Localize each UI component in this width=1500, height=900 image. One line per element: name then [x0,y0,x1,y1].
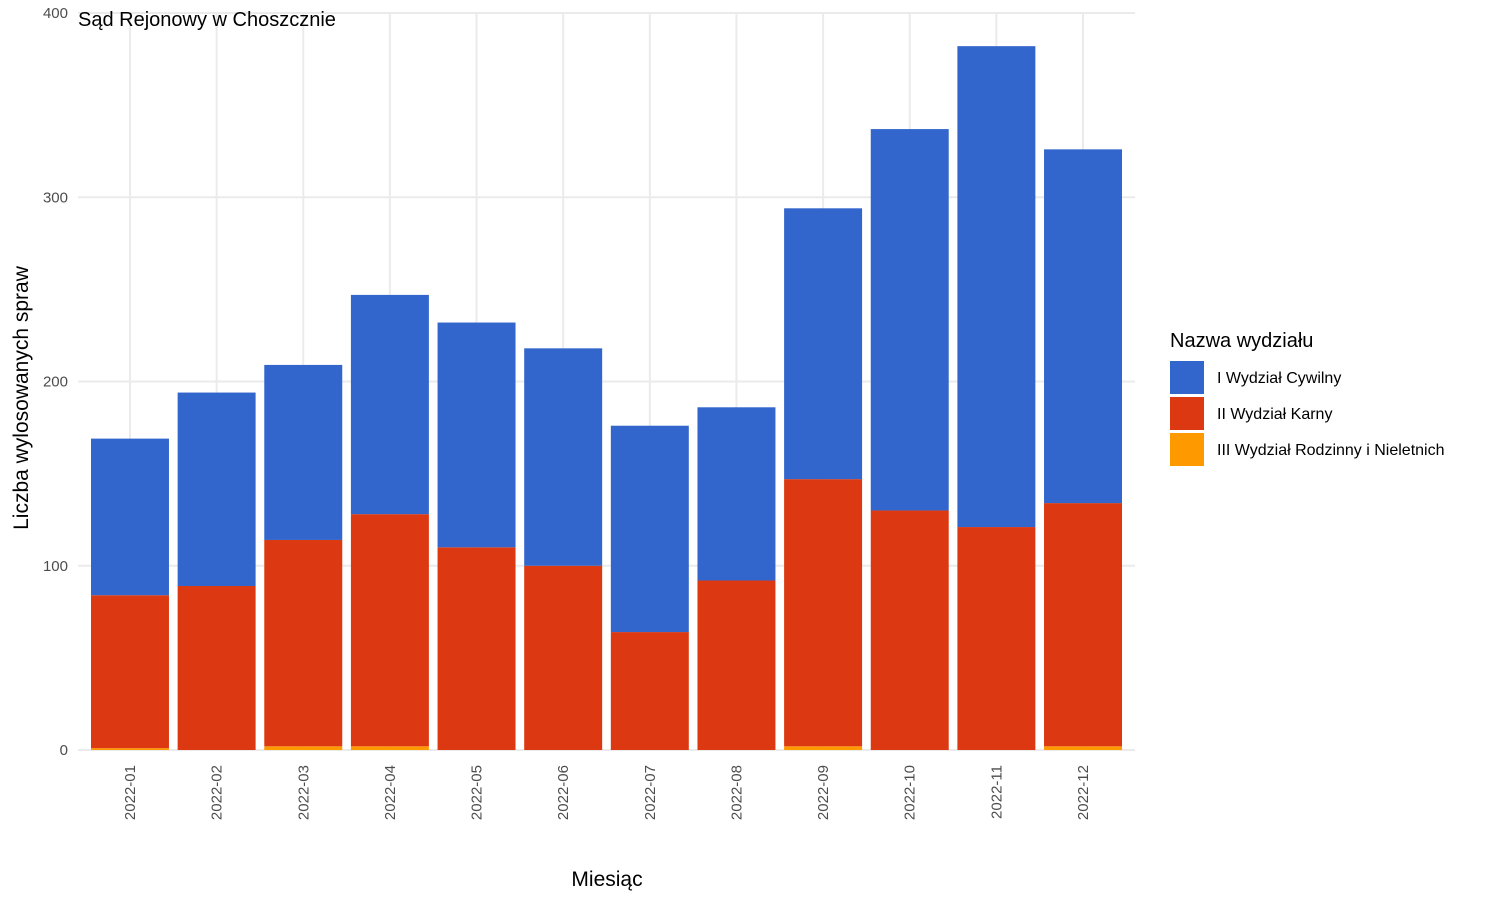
bar-segment [957,527,1036,750]
bar-segment [610,425,689,633]
x-tick-label: 2022-10 [902,765,919,820]
legend: Nazwa wydziału I Wydział Cywilny II Wydzi… [1170,330,1445,466]
chart-title: Sąd Rejonowy w Choszcznie [78,9,336,31]
legend-label: II Wydział Karny [1217,406,1332,423]
legend-swatch [1170,433,1204,466]
x-tick-label: 2022-09 [815,765,832,820]
y-axis-title: Liczba wylosowanych spraw [10,265,33,530]
bar-segment [697,580,776,750]
x-axis-ticks: 2022-01 2022-02 2022-03 2022-04 2022-05 2022-… [122,765,1092,820]
bar-segment [350,294,429,515]
legend-swatch [1170,397,1204,430]
x-tick-label: 2022-11 [988,765,1005,819]
x-tick-label: 2022-05 [469,765,486,820]
x-tick-label: 2022-06 [555,765,572,820]
bar-segment [90,595,169,749]
bar-segment [1044,503,1123,747]
y-tick-label: 0 [60,742,68,759]
x-tick-label: 2022-01 [122,765,139,820]
y-tick-label: 300 [43,189,68,206]
bar-segment [610,632,689,750]
bar-segment [784,208,863,480]
bar-segment [524,565,603,750]
y-tick-label: 400 [43,5,68,22]
bar-segment [264,364,343,540]
bar-segment [177,392,256,587]
bars [90,46,1123,750]
bar-segment [264,746,343,750]
bar-segment [177,586,256,750]
bar-segment [90,438,169,596]
x-tick-label: 2022-04 [382,765,399,820]
x-tick-label: 2022-03 [295,765,312,820]
bar-segment [264,539,343,747]
bar-segment [957,46,1036,528]
legend-label: I Wydział Cywilny [1217,370,1341,387]
bar-segment [870,510,949,750]
x-tick-label: 2022-02 [209,765,226,820]
x-axis-title: Miesiąc [571,868,642,891]
x-tick-label: 2022-08 [728,765,745,820]
bar-segment [350,746,429,750]
legend-swatch [1170,361,1204,394]
bar-segment [524,348,603,566]
bar-segment [90,748,169,750]
legend-label: III Wydział Rodzinny i Nieletnich [1217,442,1445,459]
bar-segment [437,547,516,750]
bar-segment [870,129,949,511]
bar-segment [784,746,863,750]
bar-segment [350,514,429,747]
bar-segment [784,479,863,747]
bar-segment [1044,149,1123,504]
bar-segment [437,322,516,548]
bar-segment [697,407,776,581]
y-tick-label: 100 [43,558,68,575]
x-tick-label: 2022-12 [1075,765,1092,820]
legend-title: Nazwa wydziału [1170,330,1313,352]
bar-segment [1044,746,1123,750]
y-tick-label: 200 [43,374,68,391]
x-tick-label: 2022-07 [642,765,659,820]
y-axis-ticks: 0 100 200 300 400 [43,5,68,759]
